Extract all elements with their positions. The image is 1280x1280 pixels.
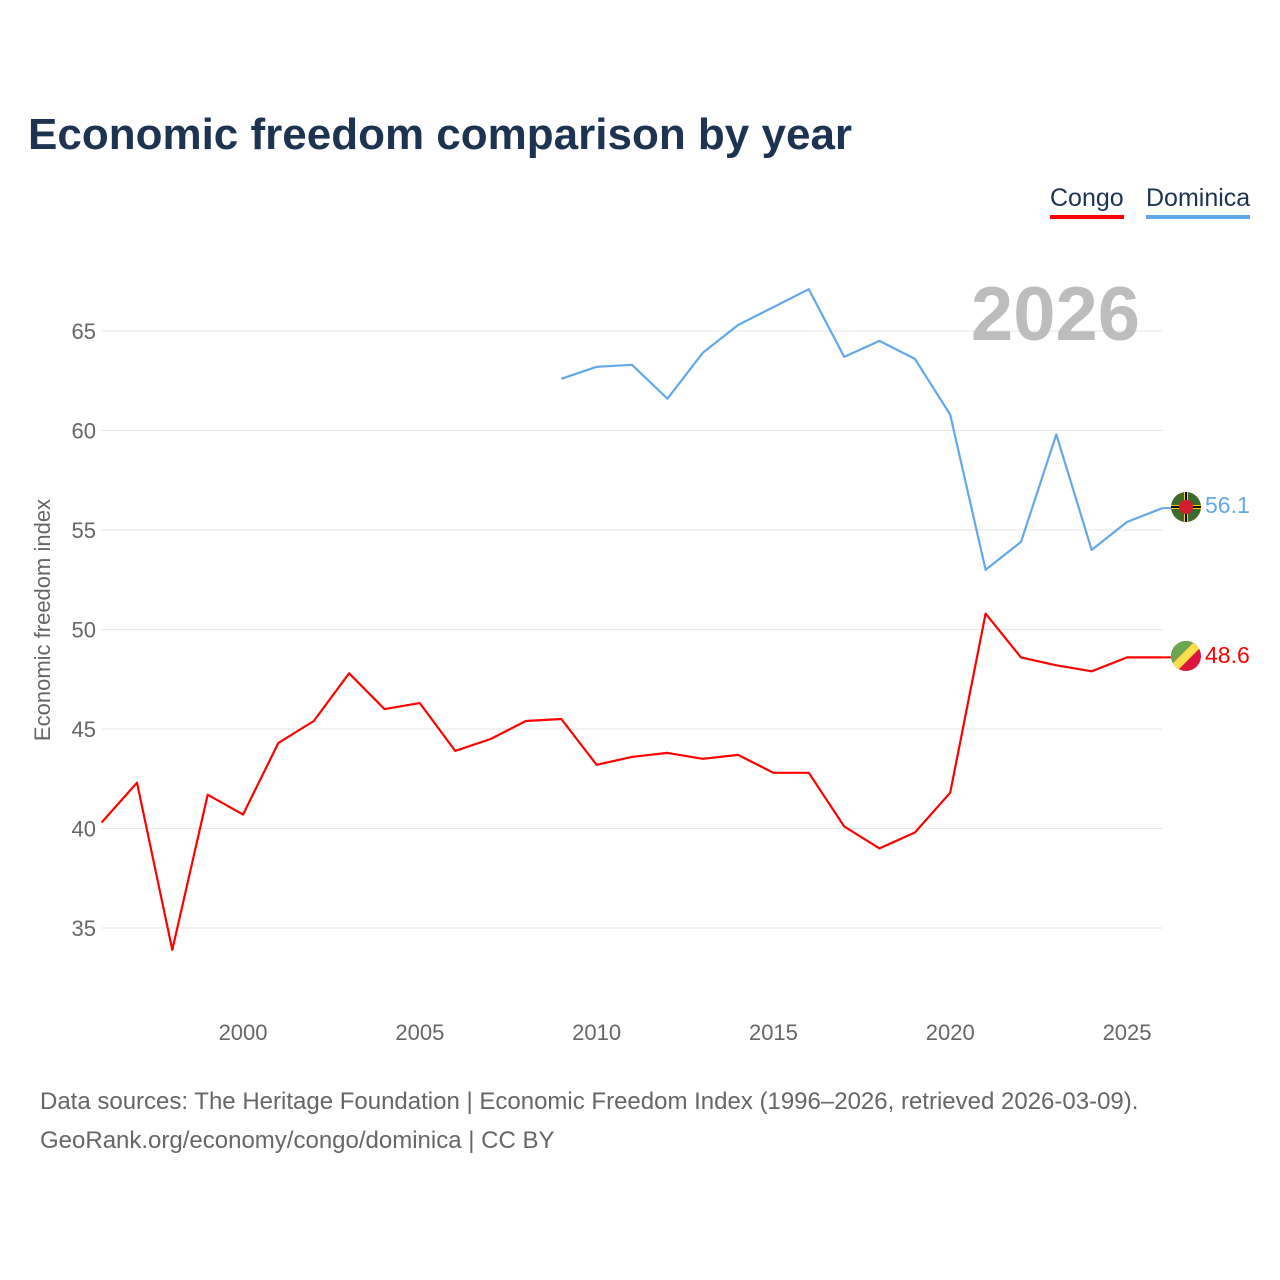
dominica-end-label: 56.1 (1205, 492, 1250, 518)
series-line-dominica (560, 288, 1163, 571)
y-tick-label: 50 (72, 618, 96, 643)
chart-title: Economic freedom comparison by year (28, 110, 853, 159)
congo-end-label: 48.6 (1205, 642, 1250, 668)
x-tick-label: 2025 (1103, 1020, 1152, 1045)
x-tick-label: 2020 (926, 1020, 975, 1045)
y-tick-label: 45 (72, 717, 96, 742)
y-tick-label: 55 (72, 518, 96, 543)
x-tick-label: 2005 (395, 1020, 444, 1045)
legend-congo[interactable]: Congo (1050, 184, 1124, 219)
x-tick-label: 2000 (219, 1020, 268, 1045)
y-tick-label: 40 (72, 817, 96, 842)
y-tick-label: 35 (72, 916, 96, 941)
congo-flag-icon (1171, 641, 1201, 671)
dominica-flag-icon (1171, 492, 1201, 522)
x-tick-label: 2010 (572, 1020, 621, 1045)
y-tick-label: 60 (72, 419, 96, 444)
year-watermark: 2026 (971, 272, 1140, 357)
footer-credit[interactable]: GeoRank.org/economy/congo/dominica | CC … (40, 1127, 555, 1154)
x-tick-label: 2015 (749, 1020, 798, 1045)
line-chart: 35 40 45 50 55 60 65 2000 2005 2010 2015 2020 2025 2… (30, 272, 1250, 1045)
footer-sources: Data sources: The Heritage Foundation | … (40, 1088, 1139, 1115)
y-tick-label: 65 (72, 319, 96, 344)
series-line-congo (100, 612, 1163, 951)
legend-dominica[interactable]: Dominica (1146, 184, 1251, 219)
y-axis-label: Economic freedom index (30, 499, 55, 741)
